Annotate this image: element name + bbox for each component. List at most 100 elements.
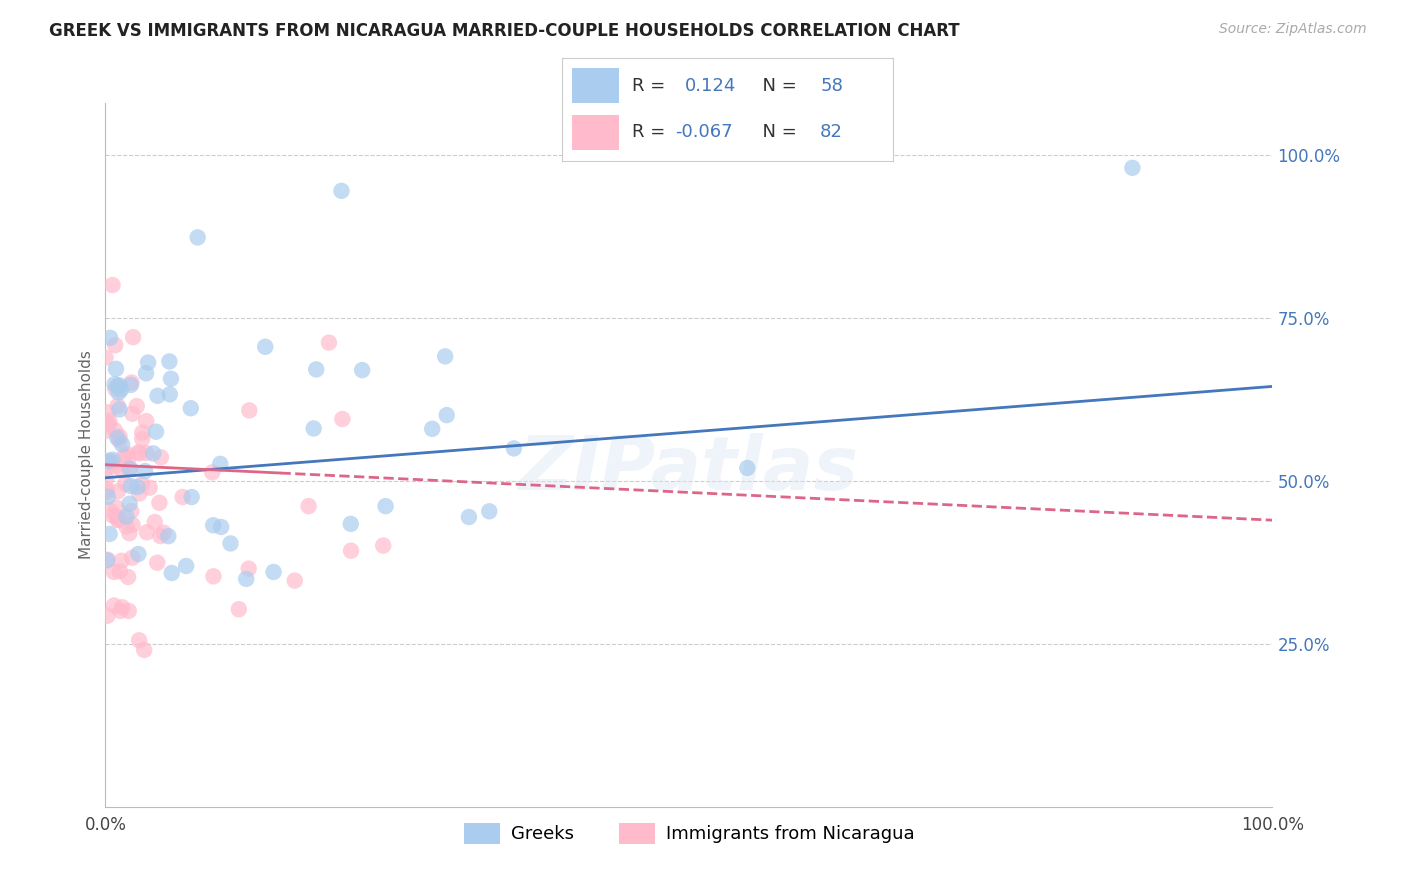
Point	[114, 477, 136, 491]
Point	[131, 425, 153, 440]
Point	[136, 355, 159, 369]
Point	[111, 437, 134, 451]
Point	[104, 382, 127, 396]
Point	[120, 479, 142, 493]
Point	[284, 574, 307, 588]
Point	[174, 559, 197, 574]
Point	[108, 429, 131, 443]
Point	[228, 602, 250, 616]
Point	[107, 484, 129, 499]
Point	[117, 570, 139, 584]
Point	[135, 446, 157, 460]
Point	[103, 599, 125, 613]
Point	[128, 486, 150, 500]
Point	[94, 424, 117, 438]
Text: 0.124: 0.124	[685, 77, 735, 95]
Point	[503, 442, 526, 456]
Point	[118, 526, 141, 541]
Point	[121, 517, 143, 532]
Point	[120, 461, 142, 475]
Point	[134, 464, 156, 478]
Point	[297, 499, 319, 513]
Point	[146, 389, 169, 403]
Point	[107, 385, 129, 400]
Text: ZIPatlas: ZIPatlas	[519, 433, 859, 506]
Point	[115, 509, 138, 524]
Text: N =: N =	[751, 123, 803, 141]
Point	[340, 543, 363, 558]
Point	[98, 503, 121, 517]
Point	[478, 504, 501, 518]
Point	[127, 480, 149, 494]
Point	[101, 278, 124, 293]
Point	[94, 472, 117, 486]
Point	[97, 490, 120, 504]
Text: GREEK VS IMMIGRANTS FROM NICARAGUA MARRIED-COUPLE HOUSEHOLDS CORRELATION CHART: GREEK VS IMMIGRANTS FROM NICARAGUA MARRI…	[49, 22, 960, 40]
Point	[202, 569, 225, 583]
Point	[97, 553, 120, 567]
Point	[352, 363, 374, 377]
Point	[209, 520, 232, 534]
Point	[157, 354, 180, 368]
Point	[128, 446, 150, 460]
Point	[1121, 161, 1143, 175]
Point	[112, 450, 135, 464]
Point	[108, 378, 131, 392]
Point	[118, 497, 141, 511]
Point	[97, 417, 120, 432]
Point	[121, 376, 143, 390]
Point	[107, 513, 129, 527]
Point	[420, 422, 443, 436]
Point	[108, 513, 131, 527]
Point	[98, 527, 121, 541]
Point	[373, 539, 395, 553]
Point	[110, 383, 132, 397]
Point	[131, 477, 153, 491]
Point	[187, 230, 209, 244]
Point	[98, 414, 121, 428]
Point	[97, 454, 120, 468]
Point	[105, 431, 128, 445]
Point	[160, 566, 183, 580]
FancyBboxPatch shape	[572, 115, 619, 150]
Y-axis label: Married-couple Households: Married-couple Households	[79, 351, 94, 559]
Point	[180, 490, 202, 504]
Point	[118, 450, 141, 464]
Point	[94, 416, 117, 430]
Point	[339, 516, 361, 531]
Point	[149, 450, 172, 465]
Point	[235, 572, 257, 586]
Point	[457, 510, 479, 524]
Point	[96, 553, 118, 567]
Point	[97, 608, 120, 623]
Point	[180, 401, 202, 416]
Point	[238, 403, 260, 417]
Point	[238, 561, 260, 575]
Point	[219, 536, 242, 550]
Text: 58: 58	[820, 77, 844, 95]
Text: N =: N =	[751, 77, 803, 95]
Point	[330, 184, 353, 198]
Point	[159, 387, 181, 401]
Point	[434, 350, 457, 364]
Point	[436, 408, 458, 422]
Point	[122, 330, 145, 344]
Point	[135, 366, 157, 380]
Point	[374, 499, 396, 513]
Point	[263, 565, 285, 579]
Point	[135, 525, 157, 540]
Point	[94, 351, 117, 365]
Point	[104, 338, 127, 352]
Legend: Greeks, Immigrants from Nicaragua: Greeks, Immigrants from Nicaragua	[457, 816, 921, 851]
Point	[127, 445, 149, 459]
Point	[209, 457, 232, 471]
Point	[121, 407, 143, 421]
Point	[118, 462, 141, 476]
Point	[737, 461, 759, 475]
Point	[98, 331, 121, 345]
Point	[142, 446, 165, 460]
Point	[105, 379, 128, 393]
Point	[115, 447, 138, 461]
Point	[332, 412, 354, 426]
Text: Source: ZipAtlas.com: Source: ZipAtlas.com	[1219, 22, 1367, 37]
